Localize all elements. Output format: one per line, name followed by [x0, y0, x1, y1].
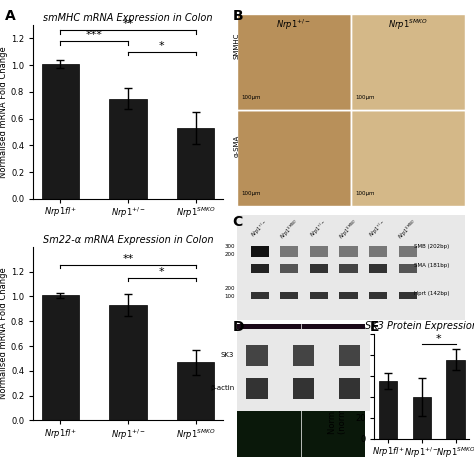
Text: SMA (181bp): SMA (181bp): [414, 263, 450, 268]
Bar: [447, 360, 465, 439]
Y-axis label: Norm. alised OD Value
(normalised to β-actin): Norm. alised OD Value (normalised to β-a…: [328, 338, 347, 434]
Text: E: E: [370, 320, 379, 334]
Bar: [280, 264, 299, 272]
Bar: [369, 246, 387, 257]
Text: 300: 300: [224, 244, 235, 249]
Text: SMMHC: SMMHC: [234, 32, 240, 59]
Bar: [301, 391, 365, 457]
Bar: [399, 264, 417, 272]
Bar: [339, 345, 360, 366]
Text: *: *: [159, 41, 164, 51]
Bar: [237, 14, 351, 110]
Bar: [310, 246, 328, 257]
Bar: [280, 246, 299, 257]
Bar: [177, 128, 214, 199]
Bar: [339, 292, 357, 299]
Text: $\it{Nrp1^{+/-}}$: $\it{Nrp1^{+/-}}$: [253, 327, 285, 341]
Text: $Nrp1^{SMKO}$: $Nrp1^{SMKO}$: [337, 218, 361, 242]
Text: $\it{Nrp1^{SMKO}}$: $\it{Nrp1^{SMKO}}$: [315, 327, 351, 341]
Bar: [237, 324, 301, 391]
Text: *: *: [159, 266, 164, 276]
Y-axis label: Normalised mRNA Fold Change: Normalised mRNA Fold Change: [0, 268, 8, 399]
Bar: [42, 64, 79, 199]
Bar: [339, 378, 360, 399]
Text: SMB (202bp): SMB (202bp): [414, 244, 450, 249]
Bar: [339, 246, 357, 257]
Bar: [351, 110, 465, 206]
Text: 100μm: 100μm: [356, 191, 375, 196]
Bar: [177, 362, 214, 420]
Text: $Nrp1^{+/-}$: $Nrp1^{+/-}$: [367, 218, 389, 240]
Bar: [251, 264, 269, 272]
Text: SK3: SK3: [221, 352, 234, 358]
Bar: [42, 295, 79, 420]
Bar: [109, 99, 146, 199]
Text: D: D: [232, 320, 244, 334]
Bar: [399, 292, 417, 299]
Text: $Nrp1^{SMKO}$: $Nrp1^{SMKO}$: [396, 218, 419, 242]
Bar: [293, 345, 314, 366]
Bar: [246, 378, 267, 399]
Bar: [237, 110, 351, 206]
Text: **: **: [122, 19, 134, 29]
Bar: [301, 324, 365, 391]
Bar: [412, 397, 431, 439]
Bar: [251, 246, 269, 257]
Bar: [399, 246, 417, 257]
Text: C: C: [232, 215, 243, 229]
Text: $Nrp1^{+/-}$: $Nrp1^{+/-}$: [249, 218, 271, 240]
Text: 100μm: 100μm: [242, 95, 261, 100]
Bar: [246, 345, 267, 366]
Bar: [339, 264, 357, 272]
Title: smMHC mRNA Expression in Colon: smMHC mRNA Expression in Colon: [43, 13, 213, 23]
Bar: [293, 378, 314, 399]
Text: 100μm: 100μm: [242, 191, 261, 196]
Text: 200: 200: [224, 286, 235, 291]
Text: A: A: [5, 9, 16, 23]
Bar: [280, 292, 299, 299]
Bar: [310, 264, 328, 272]
Bar: [379, 381, 397, 439]
Text: 200: 200: [224, 252, 235, 257]
Y-axis label: Normalised mRNA Fold Change: Normalised mRNA Fold Change: [0, 46, 8, 178]
Bar: [369, 264, 387, 272]
Bar: [109, 305, 146, 420]
Bar: [310, 292, 328, 299]
Text: 100μm: 100μm: [356, 95, 375, 100]
Text: **: **: [122, 254, 134, 264]
Text: α-SMA: α-SMA: [234, 135, 240, 157]
Bar: [351, 14, 465, 110]
Text: $\it{Nrp1^{SMKO}}$: $\it{Nrp1^{SMKO}}$: [388, 17, 428, 32]
Text: β-actin: β-actin: [210, 385, 234, 391]
Text: 100: 100: [224, 294, 235, 299]
Text: ***: ***: [86, 30, 102, 40]
Bar: [369, 292, 387, 299]
Text: *: *: [436, 334, 442, 344]
Title: Sm22-α mRNA Expression in Colon: Sm22-α mRNA Expression in Colon: [43, 234, 213, 244]
Text: B: B: [232, 9, 243, 23]
Bar: [251, 292, 269, 299]
Title: SK3 Protein Expression: SK3 Protein Expression: [365, 321, 474, 331]
Text: $Nrp1^{SMKO}$: $Nrp1^{SMKO}$: [277, 218, 301, 242]
Text: Hprt (142bp): Hprt (142bp): [414, 291, 450, 296]
Text: $\it{Nrp1^{+/-}}$: $\it{Nrp1^{+/-}}$: [276, 17, 311, 32]
Bar: [237, 391, 301, 457]
Text: $Nrp1^{+/-}$: $Nrp1^{+/-}$: [308, 218, 330, 240]
